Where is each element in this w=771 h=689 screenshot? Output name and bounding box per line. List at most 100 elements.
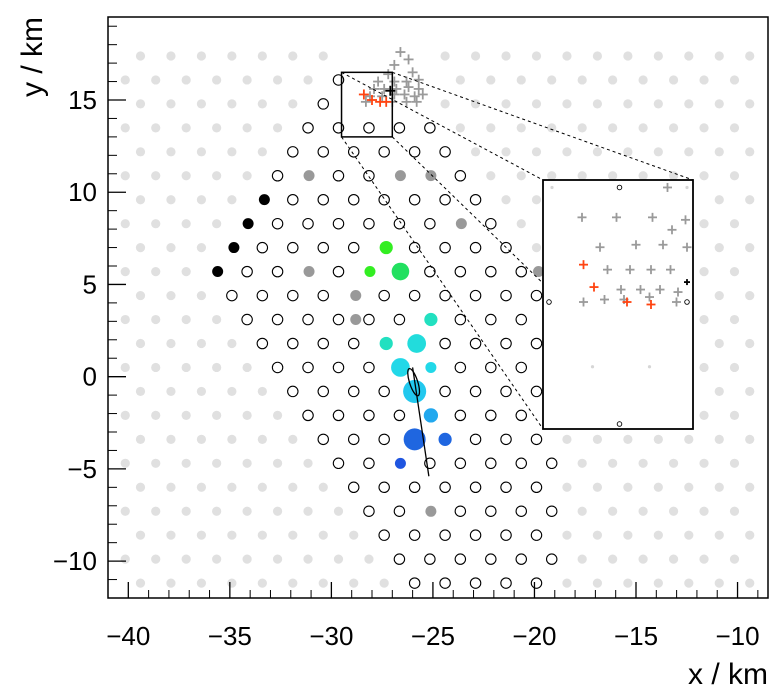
station-background [212,362,222,373]
station-empty [424,553,436,565]
station-background [699,362,709,373]
station-background [577,554,587,564]
y-tick-label: −10 [53,546,97,576]
station-background [714,99,724,109]
station-background [699,410,709,420]
station-background [257,434,267,444]
radio-marker-orange [367,95,377,105]
inset-cross-grey [655,285,665,295]
station-empty [378,433,390,446]
inset-cross-orange [622,297,632,307]
station-background [227,99,237,109]
station-empty [500,529,512,541]
station-background [562,434,572,444]
station-background [379,578,389,588]
station-background [562,99,572,109]
station-background [729,171,740,181]
station-triggered [242,218,254,230]
station-background [242,554,252,564]
radio-marker-grey [409,91,420,102]
station-background [501,99,511,109]
station-empty [485,553,497,565]
station-background [562,51,572,61]
station-background [714,386,724,397]
radio-marker-grey [399,89,410,100]
station-background [729,554,740,564]
station-empty [271,313,284,326]
station-empty [530,481,543,494]
station-background [166,290,176,301]
station-empty [363,313,375,326]
radio-marker-grey [401,96,412,107]
station-triggered [391,262,410,281]
station-empty [332,265,345,278]
station-background [577,123,587,133]
station-background [516,171,526,181]
inset-light-dot [647,365,652,369]
station-background [608,171,618,181]
station-background [455,123,465,133]
station-empty [378,146,390,158]
station-empty [530,529,543,541]
station-background [135,147,146,157]
station-background [196,338,207,349]
station-empty [469,577,482,589]
station-background [668,458,679,468]
station-background [745,195,755,205]
station-background [745,290,755,301]
station-triggered [379,336,393,351]
station-background [151,506,161,516]
station-empty [363,170,375,182]
station-empty [408,146,421,158]
station-background [227,195,237,205]
station-background [120,506,130,516]
station-background [608,458,618,468]
shower-axis-line [411,367,430,477]
station-background [714,51,724,61]
station-empty [500,337,512,350]
station-background [638,75,648,85]
inset-cross-grey [658,240,668,250]
station-background [135,434,146,444]
station-background [212,75,222,85]
station-empty [515,409,528,422]
station-background [288,530,298,540]
station-empty [454,505,467,517]
station-empty [302,409,314,422]
station-background [120,267,130,277]
station-background [212,219,222,229]
station-empty [332,313,345,326]
core-ellipse [407,367,421,397]
station-empty [347,337,360,350]
inset-cross-orange [579,260,588,270]
station-background [242,75,252,85]
station-background [699,75,709,85]
axes: −40 −35 −30 −25 −20 −15 −10 −10 −5 0 5 10 15 [53,25,760,651]
station-empty [393,505,406,517]
inset-cross-grey [645,292,654,302]
station-empty [439,289,451,302]
station-background [729,314,740,325]
station-empty [500,577,512,589]
station-background [592,530,603,540]
station-empty [302,217,314,230]
station-empty [408,529,421,541]
station-empty [408,289,421,302]
station-background [745,530,755,540]
station-background [227,530,237,540]
station-background [501,147,511,157]
station-empty [378,481,390,494]
station-background [166,530,176,540]
station-background [166,243,176,253]
station-background [212,410,222,420]
station-background [242,123,252,133]
station-empty [393,409,406,422]
x-axis-title: x / km [688,658,768,689]
station-background [684,530,694,540]
station-background [166,195,176,205]
station-background [440,51,450,61]
station-background [562,530,572,540]
station-background [470,147,481,157]
y-tick-label: 10 [68,177,97,207]
station-empty [363,361,375,374]
